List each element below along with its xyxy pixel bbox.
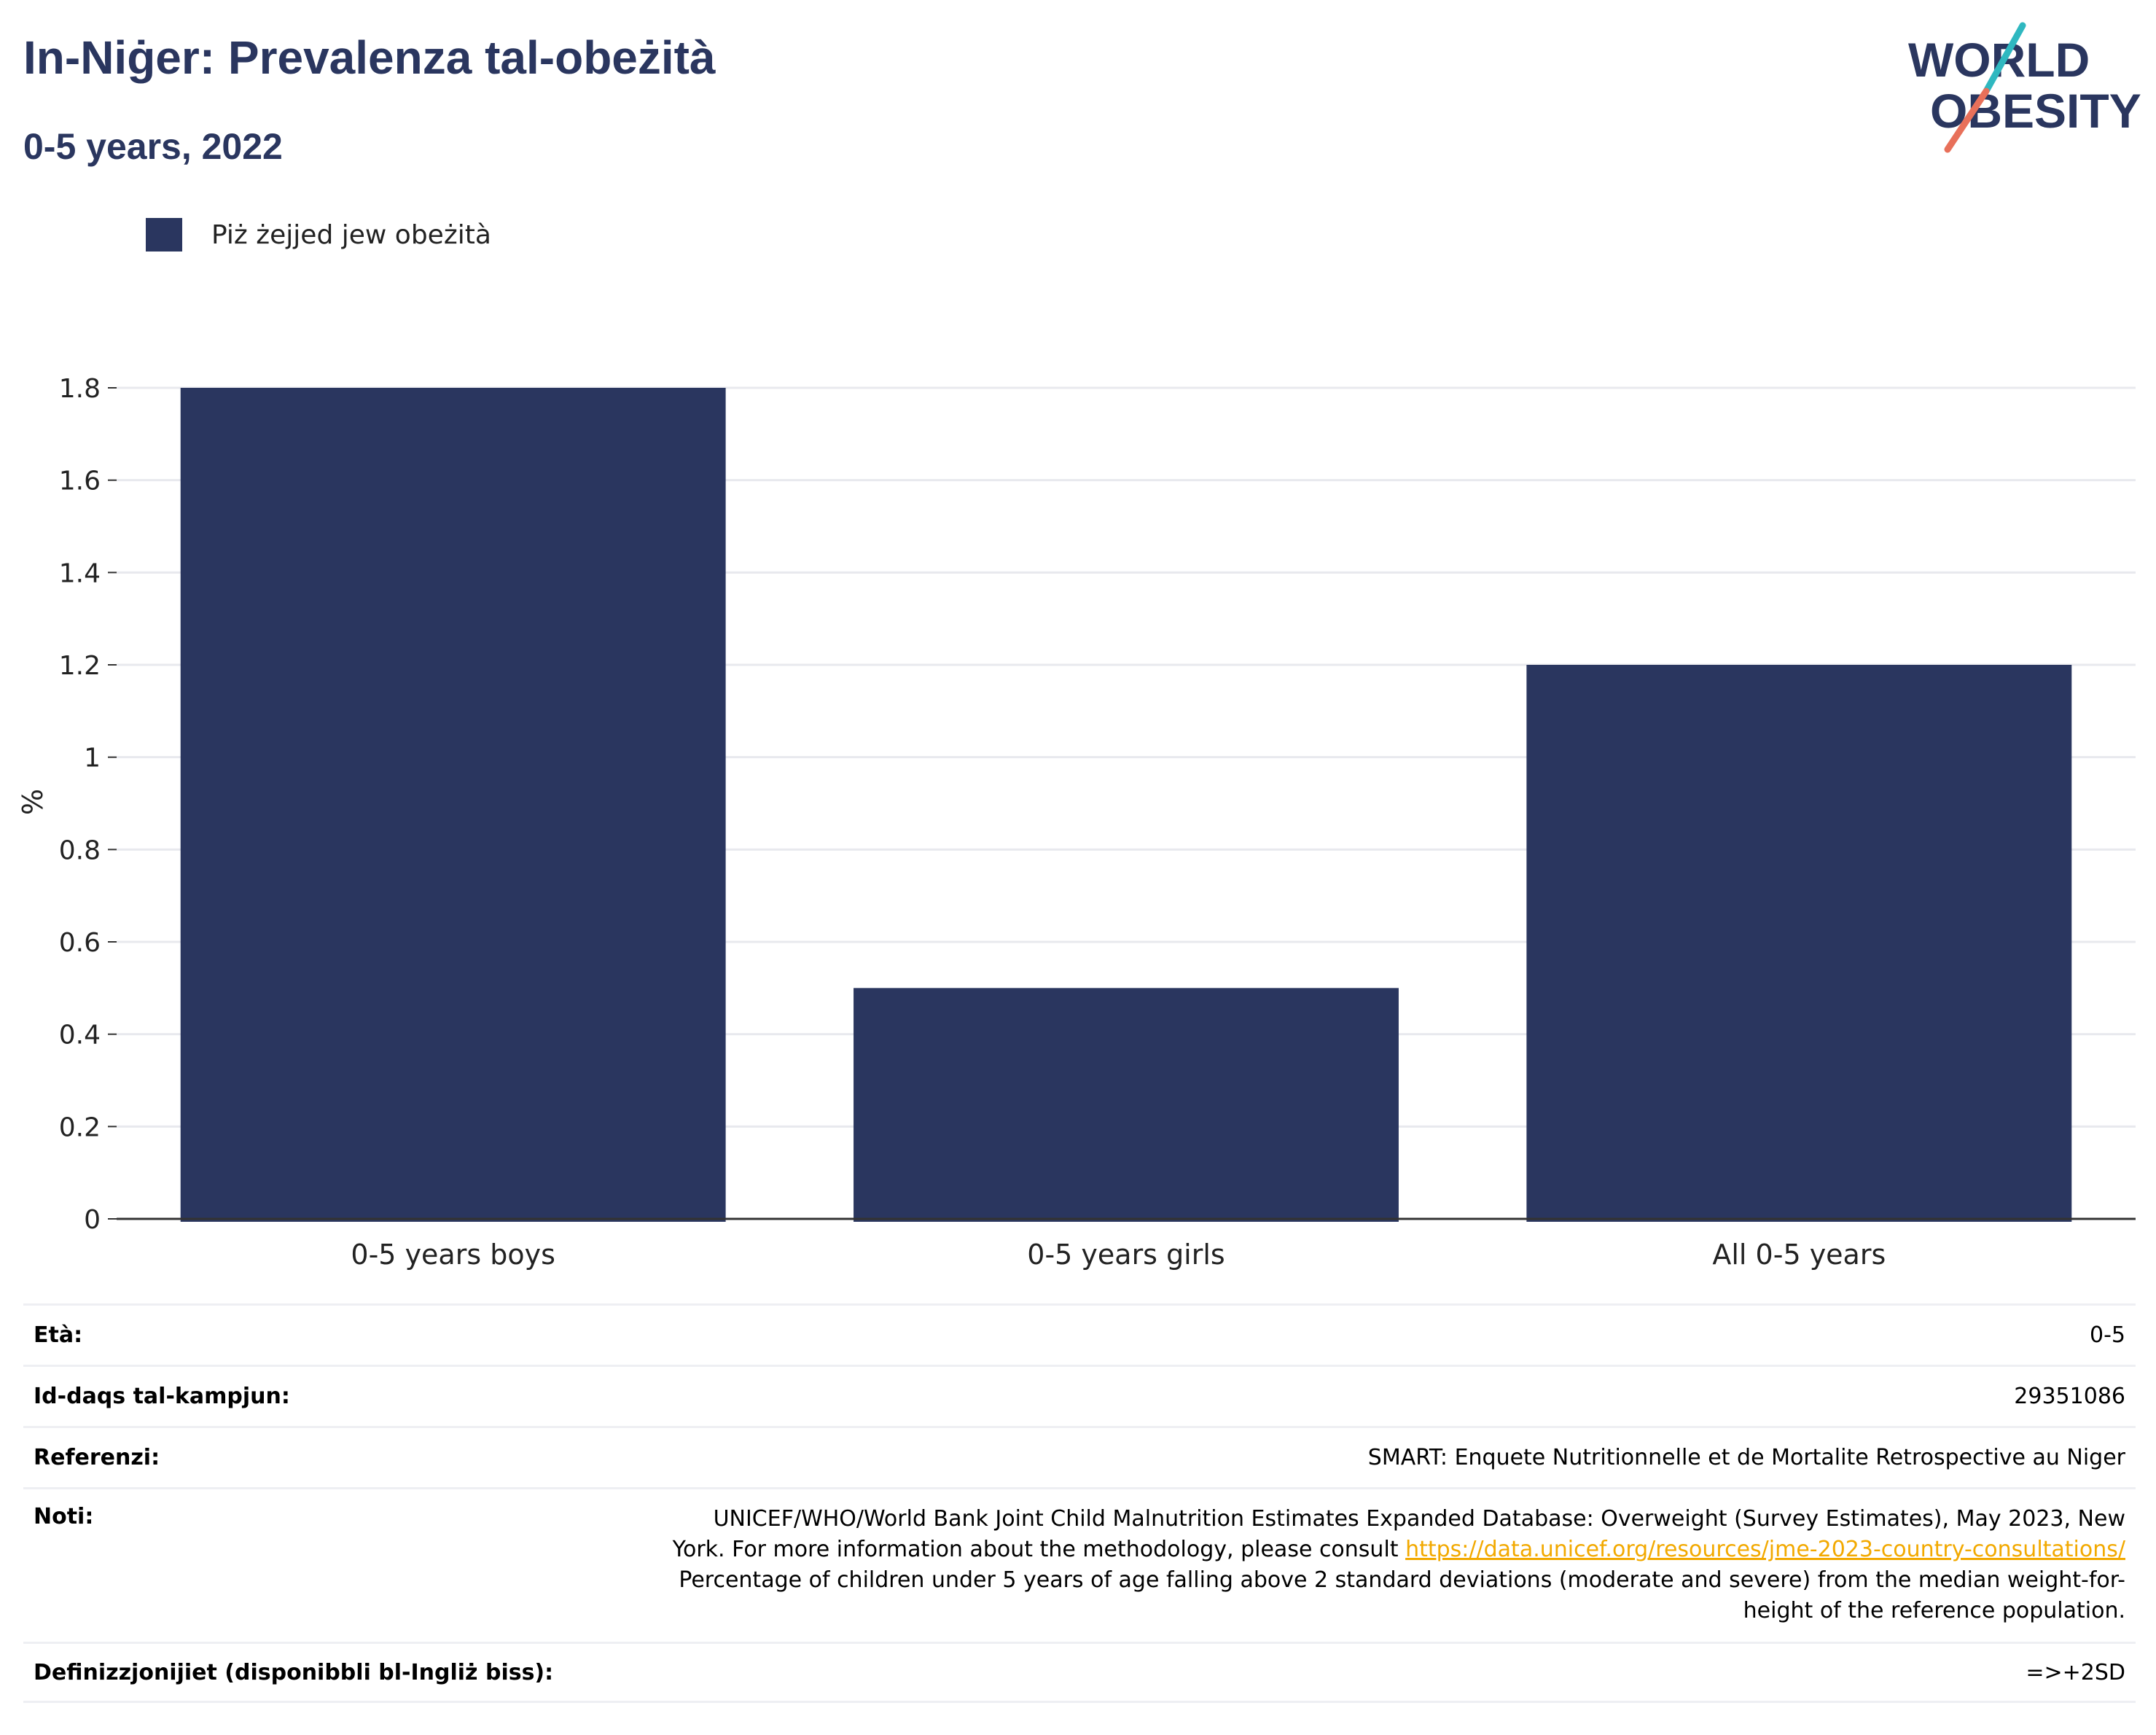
references-value: SMART: Enquete Nutritionnelle et de Mort… <box>1367 1445 2125 1470</box>
logo-word-world: WORLD <box>1908 33 2090 87</box>
notes-line-1: UNICEF/WHO/World Bank Joint Child Malnut… <box>713 1506 2125 1532</box>
x-tick-label: 0-5 years boys <box>351 1239 555 1271</box>
x-tick-label: All 0-5 years <box>1712 1239 1886 1271</box>
age-label: Età: <box>34 1322 83 1348</box>
info-row-references: Referenzi: SMART: Enquete Nutritionnelle… <box>23 1426 2136 1487</box>
bars <box>180 388 2072 1222</box>
x-tick-labels: 0-5 years boys 0-5 years girls All 0-5 yea… <box>351 1239 1886 1271</box>
y-tick-label: 1 <box>84 744 101 773</box>
info-row-definitions: Definizzjonijiet (disponibbli bl-Ingliż … <box>23 1642 2136 1703</box>
notes-line-4: height of the reference population. <box>1743 1598 2125 1623</box>
references-label: Referenzi: <box>34 1445 160 1470</box>
y-tick-label: 0.6 <box>59 928 101 958</box>
y-axis-label: % <box>17 789 49 815</box>
notes-value: UNICEF/WHO/World Bank Joint Child Malnut… <box>673 1504 2125 1626</box>
logo-word-obesity: OBESITY <box>1930 84 2141 138</box>
definitions-value: =>+2SD <box>2026 1659 2125 1685</box>
notes-line-3: Percentage of children under 5 years of … <box>679 1567 2125 1593</box>
info-table: Età: 0-5 Id-daqs tal-kampjun: 29351086 R… <box>23 1303 2136 1703</box>
bar-chart: 0 0.2 0.4 0.6 0.8 1 1.2 1.4 1.6 1.8 0-5 years boy… <box>17 374 2136 1271</box>
info-row-sample: Id-daqs tal-kampjun: 29351086 <box>23 1365 2136 1426</box>
y-tick-label: 0 <box>84 1205 101 1235</box>
y-tick-label: 0.2 <box>59 1112 101 1142</box>
bar <box>180 388 726 1222</box>
definitions-label: Definizzjonijiet (disponibbli bl-Ingliż … <box>34 1659 554 1685</box>
legend-label: Piż żejjed jew obeżità <box>211 219 491 250</box>
sample-size-value: 29351086 <box>2014 1384 2125 1409</box>
age-value: 0-5 <box>2090 1322 2125 1348</box>
x-tick-label: 0-5 years girls <box>1027 1239 1225 1271</box>
logo-slash-red <box>1944 87 1990 153</box>
legend[interactable]: Piż żejjed jew obeżità <box>146 216 491 254</box>
bar <box>1526 665 2072 1222</box>
legend-swatch <box>146 218 182 252</box>
y-tick-labels: 0 0.2 0.4 0.6 0.8 1 1.2 1.4 1.6 1.8 <box>59 374 101 1235</box>
notes-label: Noti: <box>34 1504 94 1529</box>
bar <box>854 988 1399 1222</box>
notes-line-2: York. For more information about the met… <box>673 1535 2125 1565</box>
world-obesity-logo: WORLD OBESITY <box>1908 22 2141 153</box>
y-tick-label: 1.2 <box>59 651 101 681</box>
info-row-notes: Noti: UNICEF/WHO/World Bank Joint Child … <box>23 1487 2136 1642</box>
notes-line-2-text: York. For more information about the met… <box>672 1537 1406 1562</box>
y-tick-label: 1.4 <box>59 558 101 588</box>
y-tick-label: 0.4 <box>59 1021 101 1050</box>
sample-size-label: Id-daqs tal-kampjun: <box>34 1384 290 1409</box>
methodology-link[interactable]: https://data.unicef.org/resources/jme-20… <box>1405 1537 2125 1562</box>
y-tick-label: 1.6 <box>59 467 101 496</box>
y-tick-label: 1.8 <box>59 374 101 404</box>
logo-slash-teal <box>1983 22 2026 95</box>
info-row-age: Età: 0-5 <box>23 1303 2136 1365</box>
page-title: In-Niġer: Prevalenza tal-obeżità <box>23 31 716 84</box>
y-tick-label: 0.8 <box>59 835 101 865</box>
page-subtitle: 0-5 years, 2022 <box>23 126 283 167</box>
